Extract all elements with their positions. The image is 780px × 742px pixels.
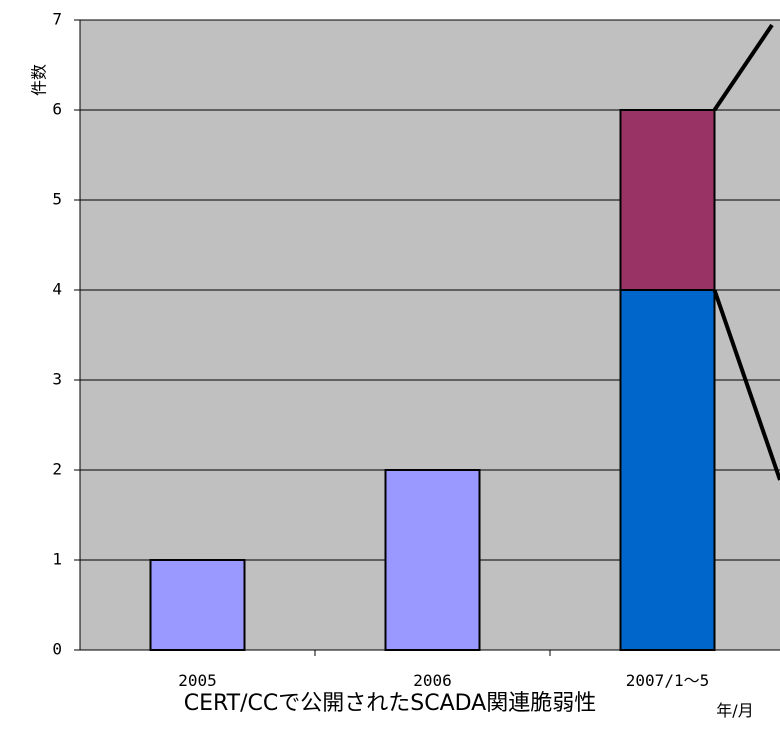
x-tick-label: 2005 <box>178 671 217 690</box>
y-tick-label: 4 <box>52 280 62 299</box>
connector-line-upper <box>712 23 774 112</box>
y-tick-label: 7 <box>52 10 62 29</box>
y-tick-label: 6 <box>52 100 62 119</box>
y-tick-label: 3 <box>52 370 62 389</box>
chart-title: CERT/CCで公開されたSCADA関連脆弱性 <box>183 691 597 716</box>
annotation-connectors <box>712 23 780 481</box>
y-tick-label: 2 <box>52 460 62 479</box>
y-axis-label: 件数 <box>30 64 49 96</box>
y-tick-label: 1 <box>52 550 62 569</box>
bar-2005-series-1 <box>149 559 246 651</box>
x-tick-label: 2007/1～5 <box>626 671 709 690</box>
y-tick-labels: 0 1 2 3 4 5 6 7 <box>52 10 62 659</box>
x-axis-label: 年/月 <box>716 701 753 720</box>
x-tick-label: 2006 <box>413 671 452 690</box>
y-tick-label: 0 <box>52 640 62 659</box>
y-tick-label: 5 <box>52 190 62 209</box>
connector-line-lower <box>712 289 780 481</box>
x-tick-labels: 2005 2006 2007/1～5 <box>178 671 709 690</box>
axes <box>74 19 780 656</box>
bar-2006-series-1 <box>384 469 481 651</box>
bar-2007/1～5-series-2 <box>619 289 716 651</box>
bar-2007/1～5-series-3 <box>619 109 716 291</box>
